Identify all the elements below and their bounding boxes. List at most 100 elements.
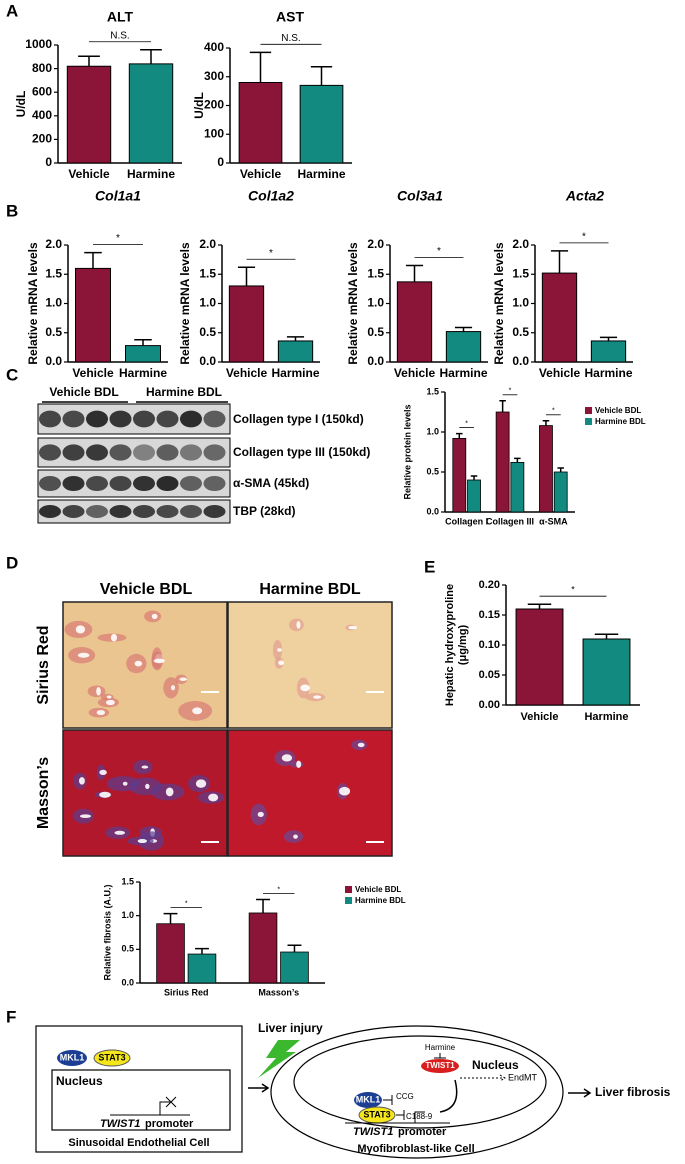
promoter: promoter (398, 1126, 447, 1138)
blot-band (86, 410, 108, 428)
x-tick-label: Vehicle (394, 366, 436, 380)
error-bar (195, 947, 209, 955)
chart: 0.00 0.05 0.10 0.15 0.20 Hepatic hydroxyproli… (444, 579, 640, 723)
y-tick-label: 0.5 (199, 325, 216, 339)
histology: Vehicle BDL Harmine BDL Sirius Red Masso… (35, 581, 361, 829)
vessel (357, 742, 365, 748)
y-tick-label: 0.0 (45, 354, 62, 368)
promoter-line (110, 1101, 190, 1116)
lightning (258, 1040, 300, 1078)
significance-label: * (571, 585, 575, 595)
y-tick-label: 0.0 (199, 354, 216, 368)
error-bar (514, 457, 521, 463)
legend-swatch (585, 407, 592, 414)
blot-group: Vehicle BDL (49, 385, 118, 399)
x-tick-label: Harmine (127, 167, 175, 181)
vessel (208, 793, 219, 802)
y-tick-label: 2.0 (45, 237, 62, 251)
x-tick-label: Vehicle (539, 366, 581, 380)
legend-swatch (585, 418, 592, 425)
vessel (78, 777, 85, 785)
blot-band (62, 475, 85, 492)
bar (125, 345, 161, 363)
blot-band (39, 444, 61, 461)
blot-band (180, 410, 202, 428)
y-axis-label: Relative mRNA levels (492, 242, 506, 365)
y-axis-label: (μg/mg) (457, 625, 469, 666)
error-bar (470, 475, 478, 480)
y-tick-label: 0.15 (479, 609, 500, 621)
chart-title: Col1a1 (95, 188, 141, 204)
blot-band (203, 475, 226, 492)
panel-label: E (424, 557, 435, 576)
error-bar (405, 264, 424, 282)
chart: 0.0 0.5 1.0 1.5 2.0 Col1a2 Relative mRNA level… (178, 188, 320, 380)
stat3: STAT3 (98, 1052, 125, 1062)
x-tick-label: Sirius Red (164, 987, 209, 997)
bar (238, 82, 283, 164)
blocked (165, 1096, 177, 1108)
chart: 0.0 0.5 1.0 1.5 Relative fibrosis (A.U.) * Sir… (102, 876, 405, 997)
error-bar (557, 467, 564, 472)
panel-label: B (6, 201, 18, 220)
blot-band (180, 475, 202, 492)
significance-label: * (465, 420, 468, 427)
error-bar (310, 65, 333, 86)
y-tick-label: 1000 (25, 37, 52, 51)
vessel (134, 660, 143, 667)
outcome: Liver fibrosis (595, 1085, 671, 1099)
blot-band (86, 505, 108, 518)
vessel (300, 684, 311, 692)
x-tick-label: Vehicle (521, 711, 559, 723)
y-tick-label: 1.0 (512, 296, 529, 310)
y-axis-label: U/dL (14, 91, 28, 118)
x-tick-label: Vehicle (240, 167, 282, 181)
y-tick-label: 0 (217, 155, 224, 169)
panel-label: A (6, 1, 18, 20)
y-tick-label: 0.20 (479, 579, 500, 591)
y-tick-label: 1.0 (367, 296, 384, 310)
vessel (296, 621, 301, 629)
cell-outline (270, 1025, 564, 1159)
error-bar (256, 898, 270, 913)
error-bar (527, 603, 552, 609)
significance-label: * (269, 248, 273, 259)
bar (541, 272, 578, 363)
mkl1-shape (354, 1092, 382, 1108)
y-tick-label: 0.05 (479, 669, 500, 681)
chart-title: Col1a2 (248, 188, 294, 204)
legend-swatch (345, 897, 352, 904)
y-tick-label: 0 (45, 155, 52, 169)
vessel (151, 613, 158, 620)
y-axis-label: Relative mRNA levels (178, 242, 192, 365)
stat3: STAT3 (363, 1109, 390, 1119)
vessel (110, 633, 118, 642)
vessel (96, 710, 106, 716)
y-axis-label: Relative mRNA levels (346, 242, 360, 365)
chart-title: ALT (107, 9, 134, 25)
y-tick-label: 0.0 (426, 506, 439, 516)
diagram: MKL1 STAT3 Nucleus TWIST1 promoter Sinus… (35, 1021, 671, 1159)
significance-label: * (509, 388, 512, 395)
arrow (248, 1083, 270, 1093)
bar (582, 638, 631, 706)
stat3-shape (93, 1049, 131, 1067)
bar (299, 84, 344, 164)
twist1-shape (421, 1059, 459, 1073)
arrow (568, 1088, 592, 1098)
chart: 0.0 0.5 1.0 1.5 Relative protein levels * Coll… (402, 386, 645, 526)
error-bar (542, 420, 550, 426)
vessel (106, 695, 112, 699)
significance-label: * (437, 246, 441, 257)
vessel (141, 765, 149, 769)
error-bar (599, 336, 618, 341)
blot-band (133, 410, 155, 428)
y-tick-label: 1.0 (121, 910, 134, 920)
x-tick-label: α-SMA (539, 516, 568, 526)
blot-band (156, 475, 179, 492)
vessel (99, 769, 107, 776)
ccg: CCG (396, 1092, 414, 1101)
promoter: promoter (145, 1118, 194, 1130)
blot-band (62, 505, 85, 518)
y-axis-label: Relative mRNA levels (26, 242, 40, 365)
